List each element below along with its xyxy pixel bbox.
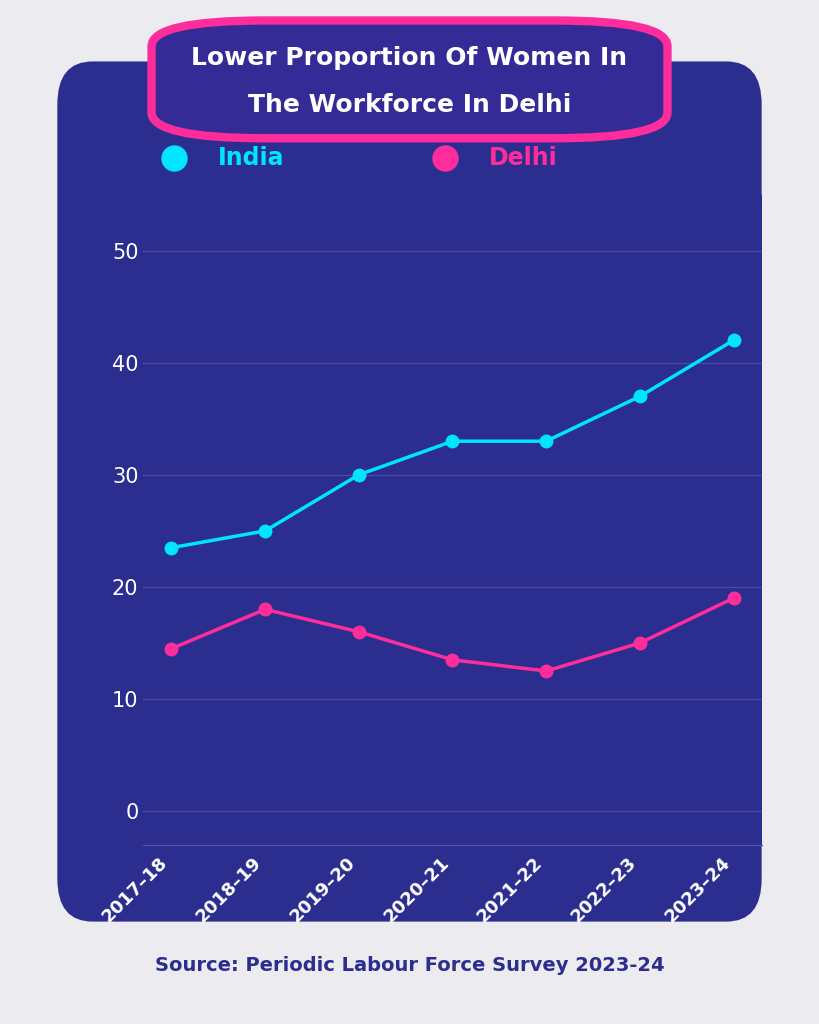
- FancyBboxPatch shape: [57, 61, 762, 922]
- FancyBboxPatch shape: [152, 20, 667, 138]
- Text: Lower Proportion Of Women In: Lower Proportion Of Women In: [192, 46, 627, 71]
- Text: Delhi: Delhi: [489, 146, 558, 170]
- Text: The Workforce In Delhi: The Workforce In Delhi: [248, 93, 571, 118]
- Text: India: India: [218, 146, 284, 170]
- Text: Source: Periodic Labour Force Survey 2023-24: Source: Periodic Labour Force Survey 202…: [155, 956, 664, 975]
